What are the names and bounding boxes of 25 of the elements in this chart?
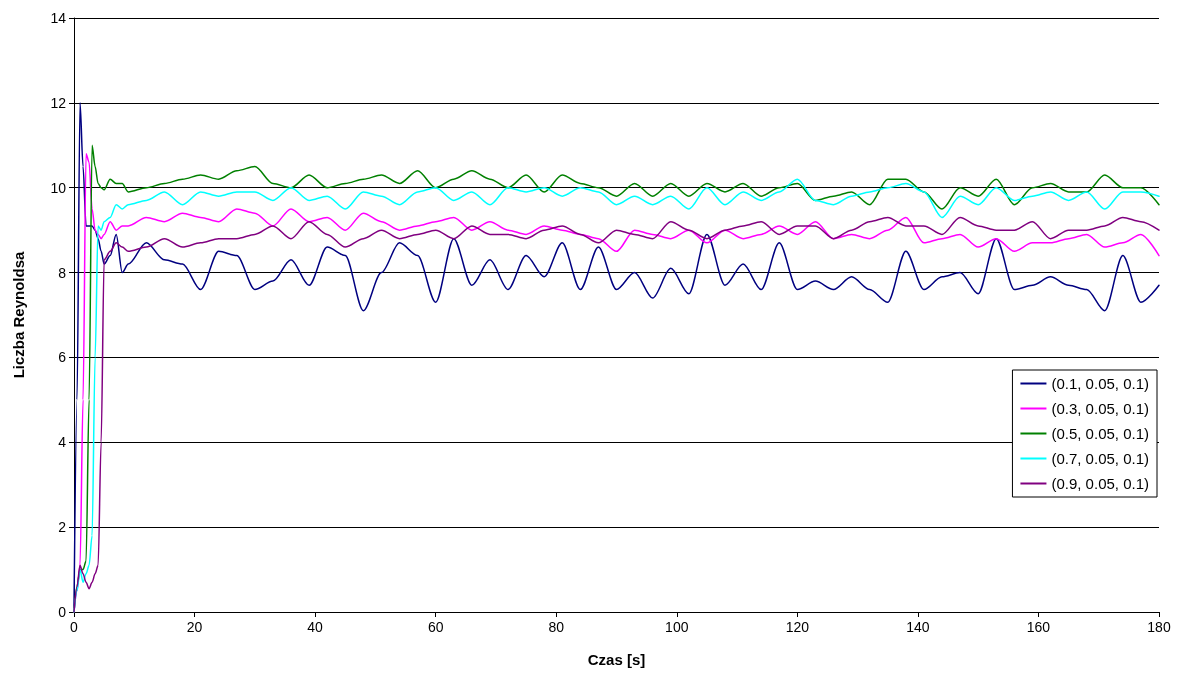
- x-tick-label: 80: [548, 619, 565, 635]
- legend-label: (0.5, 0.05, 0.1): [1051, 425, 1149, 442]
- y-tick-label: 6: [58, 349, 67, 366]
- y-tick-label: 8: [58, 264, 67, 281]
- x-tick-label: 0: [70, 619, 79, 635]
- x-tick-label: 20: [186, 619, 203, 635]
- y-axis-title: Liczba Reynoldsa: [10, 250, 27, 379]
- y-tick-label: 0: [58, 604, 67, 620]
- x-tick-label: 100: [665, 619, 689, 635]
- y-tick-label: 14: [50, 10, 67, 26]
- legend-label: (0.3, 0.05, 0.1): [1051, 400, 1149, 417]
- x-tick-label: 120: [785, 619, 810, 635]
- legend-label: (0.1, 0.05, 0.1): [1051, 375, 1149, 392]
- y-tick-label: 12: [50, 94, 67, 111]
- x-tick-label: 140: [906, 619, 930, 635]
- legend-label: (0.9, 0.05, 0.1): [1051, 475, 1149, 492]
- y-tick-label: 10: [50, 179, 67, 196]
- x-tick-label: 40: [307, 619, 324, 635]
- y-tick-label: 2: [58, 519, 67, 536]
- x-tick-label: 180: [1147, 619, 1171, 635]
- y-tick-label: 4: [58, 434, 67, 451]
- x-axis-title: Czas [s]: [587, 651, 646, 668]
- legend-label: (0.7, 0.05, 0.1): [1051, 450, 1149, 467]
- x-tick-label: 160: [1026, 619, 1051, 635]
- x-tick-label: 60: [427, 619, 444, 635]
